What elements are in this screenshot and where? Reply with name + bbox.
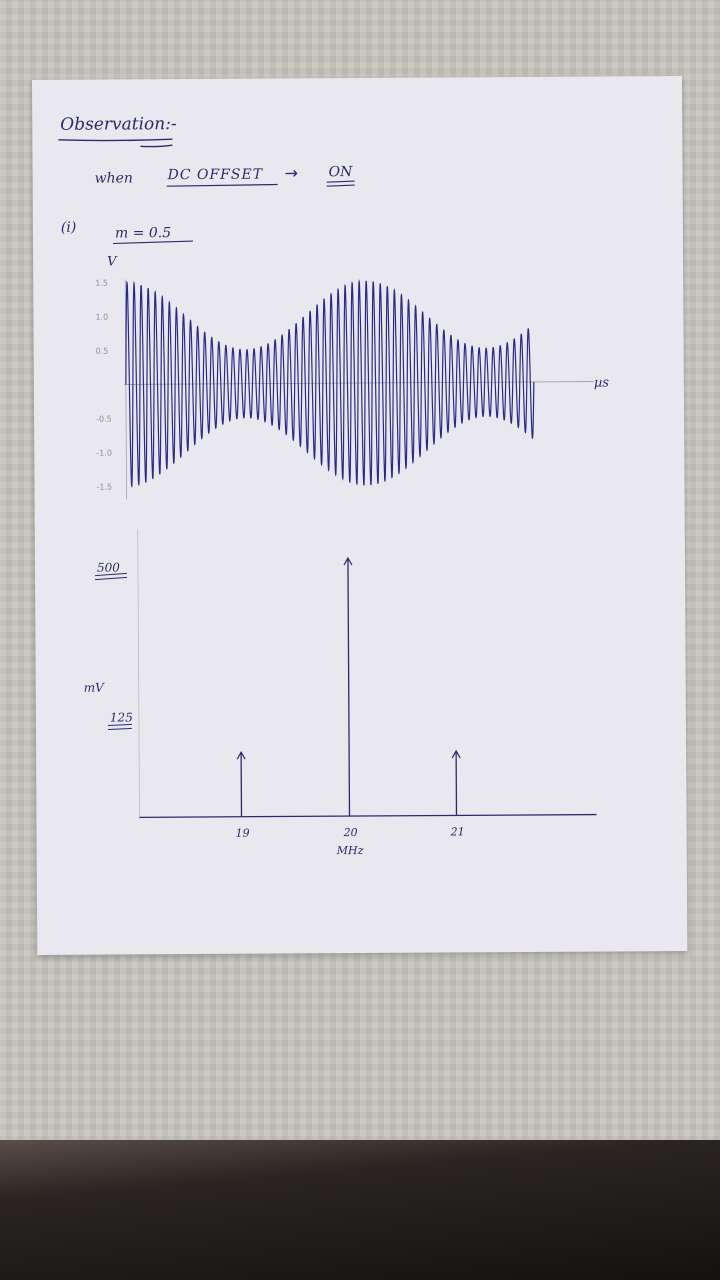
spectrum-x-tick-label: 21: [450, 825, 465, 838]
spectrum-x-axis: [139, 813, 597, 819]
waveform-y-tick-label: -1.0: [96, 449, 112, 458]
condition-label-underline: [166, 183, 278, 187]
spectrum-y-axis: [137, 529, 140, 820]
condition-value: ON: [329, 164, 354, 180]
spectrum-label-low-underline: [107, 723, 132, 731]
spectrum-x-unit: MHz: [336, 844, 364, 857]
case-modulation-underline: [112, 240, 194, 245]
waveform-x-unit: µs: [594, 375, 610, 390]
waveform-y-axis: [124, 279, 127, 500]
waveform-y-axis-group: [123, 279, 594, 500]
case-number: (i): [61, 220, 77, 236]
condition-label: DC OFFSET: [167, 167, 264, 184]
heading-underline: [58, 138, 173, 148]
spectrum-x-tick-label: 19: [236, 827, 250, 840]
notebook-sheet: Observation:- when DC OFFSET → ON (i) m …: [32, 76, 688, 955]
spectrum-impulse-arrowhead: [451, 749, 461, 759]
spectrum-label-top-underline: [94, 572, 128, 581]
dark-floor-background: [0, 1140, 720, 1280]
spectrum-x-tick-labels: 19 20 21: [236, 825, 465, 839]
spectrum-label-top: 500: [97, 560, 120, 574]
spectrum-x-tick-label: 20: [343, 826, 358, 839]
condition-value-underline: [326, 180, 355, 187]
waveform-x-axis: [123, 381, 594, 385]
condition-arrow: →: [285, 163, 299, 182]
spectrum-y-unit: mV: [84, 681, 105, 695]
waveform-y-tick-label: 1.0: [95, 313, 108, 322]
spectrum-impulse-arrowhead: [236, 751, 246, 760]
waveform-y-tick-label: -1.5: [96, 483, 112, 492]
sheet-drawing: Observation:- when DC OFFSET → ON (i) m …: [58, 114, 610, 857]
spectrum-impulse: [347, 558, 351, 817]
spectrum-label-low: 125: [110, 710, 133, 724]
waveform-y-tick-label: 1.5: [95, 279, 108, 288]
am-waveform: [125, 279, 535, 488]
waveform-y-tick-label: 0.5: [96, 347, 109, 356]
condition-prefix: when: [95, 170, 133, 186]
spectrum-impulse-arrowhead: [343, 556, 353, 566]
spectrum-impulses: [236, 556, 461, 817]
case-modulation: m = 0.5: [115, 225, 171, 241]
waveform-y-unit: V: [107, 254, 118, 269]
waveform-y-tick-label: -0.5: [96, 415, 112, 424]
waveform-y-tick-labels: 1.5 1.0 0.5 -0.5 -1.0 -1.5: [95, 279, 112, 492]
heading-text: Observation:-: [60, 114, 177, 135]
